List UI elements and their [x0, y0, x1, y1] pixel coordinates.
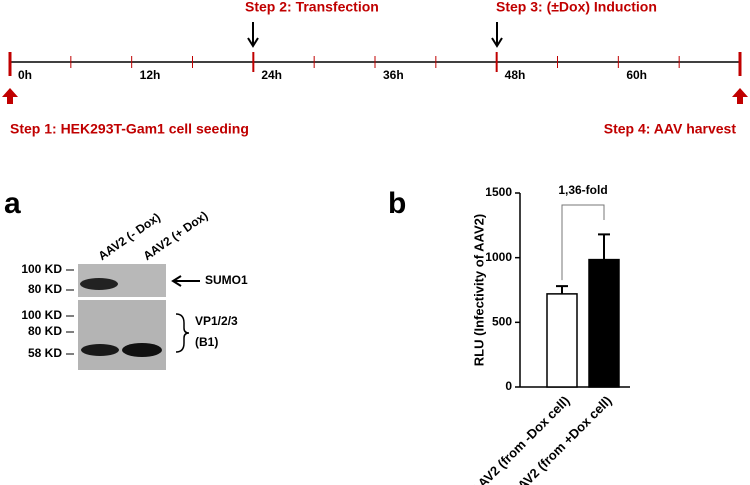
y-tick-label: 0 [505, 379, 512, 393]
brace [175, 313, 190, 353]
y-tick-label: 1000 [485, 250, 512, 264]
arrow-up [732, 88, 748, 104]
marker-label: 100 KD [21, 308, 62, 322]
timeline-label: 36h [383, 68, 404, 82]
marker-label: 80 KD [28, 324, 62, 338]
marker-label: 58 KD [28, 346, 62, 360]
step-label: Step 4: AAV harvest [604, 121, 737, 137]
step-label: Step 3: (±Dox) Induction [496, 0, 657, 15]
annotation: 1,36-fold [558, 183, 607, 197]
panel-label: b [388, 187, 406, 220]
timeline-label: 0h [18, 68, 32, 82]
y-tick-label: 1500 [485, 185, 512, 199]
timeline-ticks: 0h 12h 24h 36h 48h 60h [18, 52, 680, 82]
annotation: VP1/2/3 [195, 314, 238, 328]
step-label: Step 1: HEK293T-Gam1 cell seeding [10, 121, 249, 137]
marker-label: 80 KD [28, 282, 62, 296]
annotation: SUMO1 [205, 273, 248, 287]
timeline-label: 24h [261, 68, 282, 82]
blot-panel [78, 300, 166, 370]
arrow-left [171, 275, 200, 287]
blot-band [122, 343, 162, 357]
marker-label: 100 KD [21, 262, 62, 276]
bar [588, 258, 620, 388]
significance-bracket [561, 204, 605, 281]
panel-label: a [4, 187, 21, 220]
arrow-up [2, 88, 18, 104]
bar [546, 293, 578, 388]
annotation: (B1) [195, 335, 218, 349]
y-axis-title: RLU (Infectivity of AAV2) [471, 214, 486, 366]
arrow-down [491, 22, 503, 48]
arrow-down [247, 22, 259, 48]
blot-band [81, 344, 119, 356]
markers: 100 KD 80 KD 100 KD 80 KD 58 KD [21, 262, 74, 360]
timeline-label: 48h [505, 68, 526, 82]
step-label: Step 2: Transfection [245, 0, 379, 15]
timeline-label: 12h [140, 68, 161, 82]
timeline-label: 60h [626, 68, 647, 82]
y-tick-label: 500 [492, 315, 512, 329]
blot-band [80, 278, 118, 290]
